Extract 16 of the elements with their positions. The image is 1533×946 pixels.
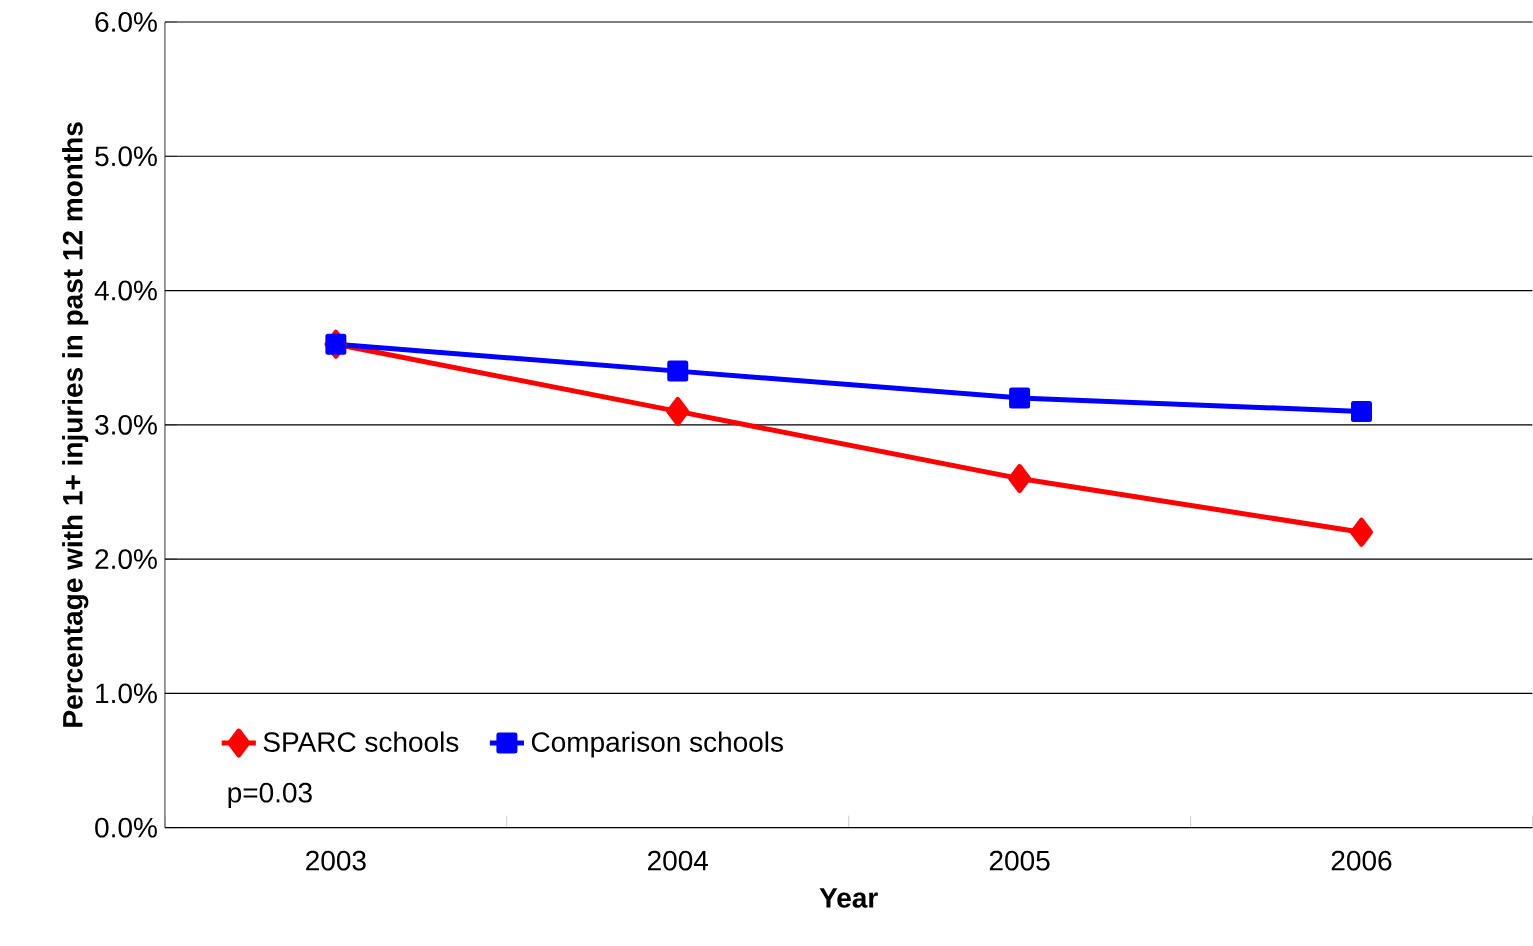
legend-label: SPARC schools [263,731,459,753]
x-tick-label: 2005 [989,850,1050,871]
y-tick-label: 3.0% [95,415,157,435]
legend-label: Comparison schools [531,731,783,758]
y-tick-label: 4.0% [94,280,157,301]
y-tick-label: 1.0% [96,683,157,704]
y-tick-label: 2.0% [95,549,157,570]
x-tick-label: 2003 [306,850,366,871]
x-axis-title: Year [819,888,878,908]
annotation: p=0.03 [228,782,312,809]
x-tick-label: 2004 [648,850,709,871]
y-tick-label: 0.0% [95,817,157,838]
y-tick-label: 6.0% [95,12,157,33]
y-axis-title: Percentage with 1+ injuries in past 12 months [62,122,89,727]
y-tick-label: 5.0% [95,146,157,167]
x-tick-label: 2006 [1331,850,1392,871]
